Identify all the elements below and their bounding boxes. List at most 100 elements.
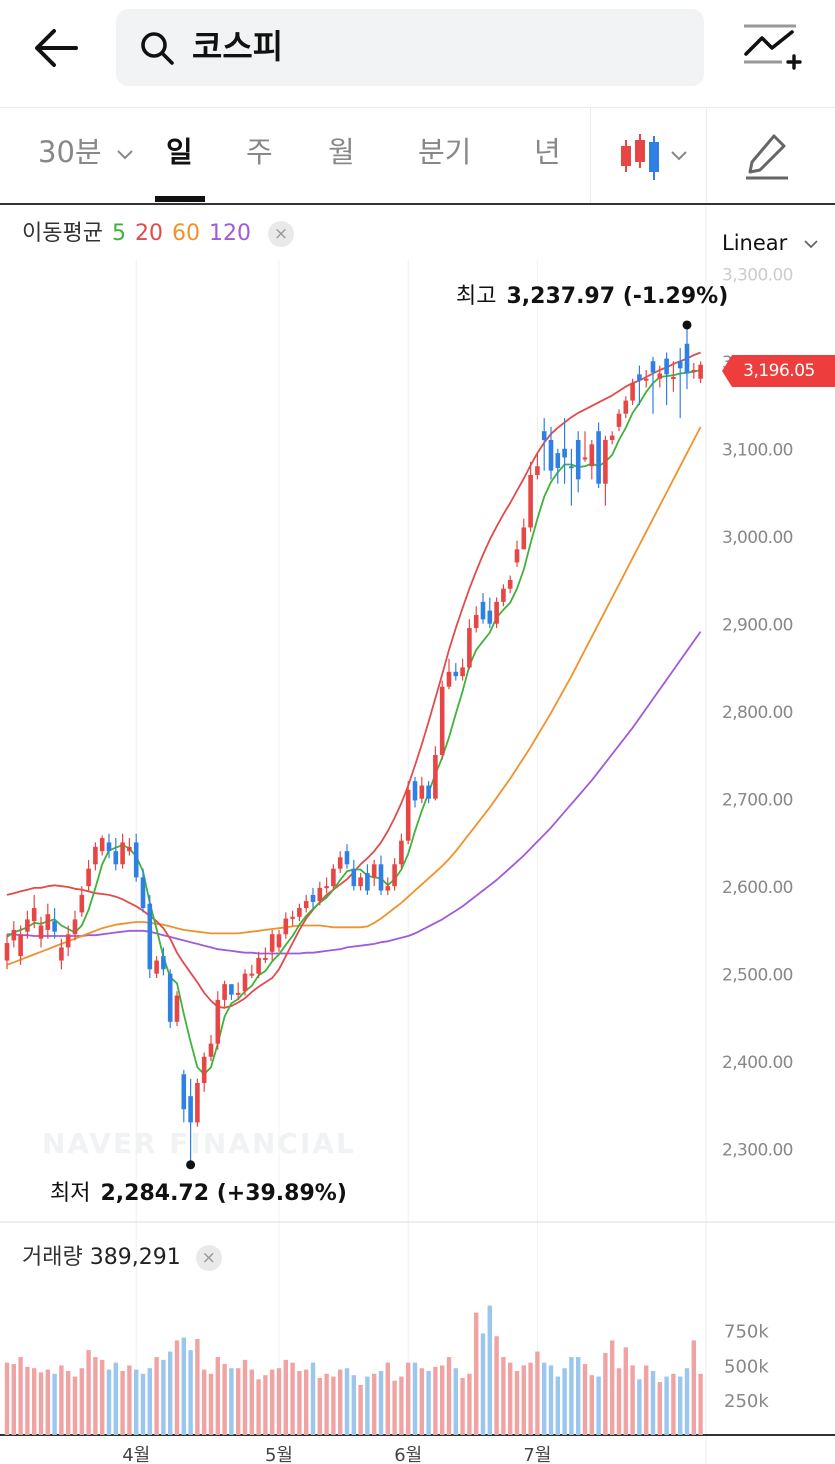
candle-body (290, 916, 295, 919)
candle-body (555, 453, 561, 468)
ma-close-button[interactable]: × (267, 221, 294, 247)
search-box[interactable]: 코스피 (116, 9, 704, 86)
compare-button[interactable] (738, 20, 802, 76)
volume-bar (174, 1340, 180, 1435)
y-tick-label: 3,100.00 (722, 441, 793, 461)
tab-30min[interactable]: 30분 (38, 132, 135, 176)
ma20-label: 20 (134, 221, 163, 246)
volume-bar (161, 1359, 166, 1435)
ma60-label: 60 (171, 221, 200, 246)
volume-bar (331, 1376, 336, 1435)
candle-body (4, 943, 10, 961)
volume-bar (562, 1368, 567, 1435)
candle-body (657, 373, 663, 379)
candle-body (113, 851, 119, 865)
volume-bar (45, 1369, 50, 1435)
volume-bar (698, 1373, 703, 1435)
moving-average-legend: 이동평균 5 20 60 120 × (22, 219, 296, 249)
chart-area[interactable]: 3,300.003,200.003,100.003,000.002,900.00… (0, 205, 835, 1464)
candle-body (501, 588, 506, 602)
volume-close-button[interactable]: × (195, 1245, 222, 1271)
volume-bar (195, 1339, 200, 1435)
tab-day[interactable]: 일 (166, 135, 193, 169)
back-button[interactable] (28, 20, 84, 76)
volume-bar (372, 1373, 377, 1435)
volume-bar (644, 1365, 649, 1435)
top-bar: 코스피 (0, 0, 835, 108)
candle-body (222, 984, 227, 1000)
volume-bar (120, 1371, 125, 1435)
drawing-tool-button[interactable] (742, 128, 792, 184)
candle-body (535, 466, 540, 475)
volume-bar (521, 1365, 526, 1435)
candle-body (283, 918, 289, 935)
volume-bar (52, 1373, 57, 1435)
candle-body (453, 671, 459, 677)
candle-body (167, 973, 173, 1022)
low-marker (186, 1160, 196, 1170)
chart-type-button[interactable] (612, 128, 694, 184)
candle-body (630, 383, 635, 401)
candle-body (575, 439, 581, 480)
volume-bar (263, 1375, 268, 1435)
volume-bar (569, 1357, 574, 1435)
candle-body (269, 934, 275, 952)
volume-bar (168, 1351, 173, 1435)
candle-body (541, 431, 547, 440)
volume-bar (304, 1369, 309, 1435)
candle-body (399, 840, 404, 865)
volume-bar (229, 1368, 234, 1435)
tab-quarter[interactable]: 분기 (418, 135, 472, 169)
volume-bar (86, 1350, 91, 1435)
volume-bar (215, 1357, 220, 1435)
volume-bar (664, 1376, 669, 1435)
candle-body (106, 842, 112, 852)
active-tab-underline (155, 196, 205, 202)
candle-body (324, 886, 329, 889)
tab-30min-label: 30분 (38, 135, 102, 169)
tab-week[interactable]: 주 (246, 135, 273, 169)
tab-year[interactable]: 년 (534, 135, 561, 169)
volume-bar (317, 1377, 322, 1435)
volume-bar (208, 1373, 214, 1435)
candle-body (494, 601, 499, 624)
volume-bar (582, 1364, 588, 1435)
volume-bar (467, 1373, 472, 1435)
volume-bar (310, 1362, 316, 1435)
volume-bar (637, 1379, 642, 1435)
volume-bar (256, 1379, 261, 1435)
candle-body (65, 934, 71, 948)
low-price-label: 최저 2,284.72 (+39.89%) (50, 1179, 347, 1209)
current-price-tag: 3,196.05 (722, 355, 835, 387)
candle-body (188, 1096, 193, 1123)
price-chart[interactable]: 3,300.003,200.003,100.003,000.002,900.00… (0, 205, 835, 1464)
candle-body (229, 984, 234, 995)
high-price-label: 최고 3,237.97 (-1.29%) (456, 282, 728, 312)
candle-body (698, 364, 703, 379)
candle-body (548, 439, 554, 471)
volume-bar (406, 1362, 411, 1435)
volume-bar (154, 1357, 159, 1435)
candle-body (521, 527, 527, 550)
scale-label: Linear (722, 231, 788, 255)
volume-bar (72, 1376, 78, 1435)
volume-bar (514, 1371, 520, 1435)
candle-body (79, 894, 85, 913)
candle-body (419, 785, 425, 799)
tab-month[interactable]: 월 (328, 135, 355, 169)
scale-select[interactable]: Linear (722, 229, 820, 257)
y-tick-label: 2,800.00 (722, 703, 793, 723)
candle-body (235, 992, 241, 995)
volume-bar (487, 1305, 492, 1435)
volume-bar (297, 1371, 302, 1435)
candle-body (433, 754, 438, 799)
volume-bar (542, 1362, 547, 1435)
volume-bar (338, 1369, 343, 1435)
candle-body (609, 435, 615, 440)
volume-bar (79, 1368, 84, 1435)
candle-body (392, 864, 397, 887)
volume-bar (276, 1368, 282, 1435)
volume-bar (589, 1375, 594, 1435)
candle-body (582, 457, 588, 460)
y-tick-label: 2,500.00 (722, 966, 793, 986)
